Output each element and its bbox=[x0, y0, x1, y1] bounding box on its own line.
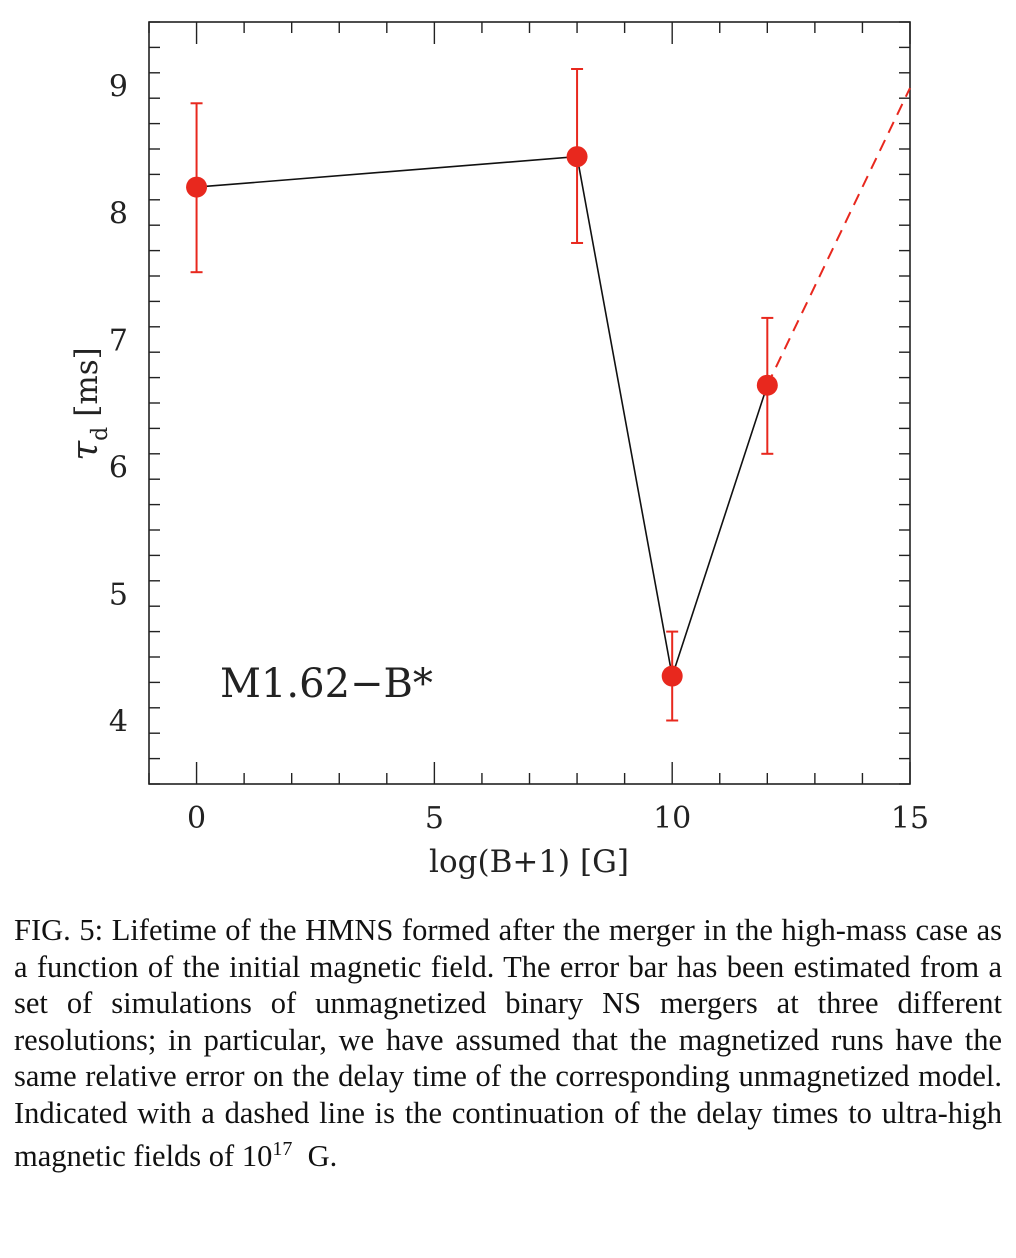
caption-power-base: 10 bbox=[241, 1139, 273, 1174]
svg-text:τd[ms]: τd [ms] bbox=[65, 347, 113, 461]
y-tick-label: 6 bbox=[109, 451, 128, 486]
series-line-solid bbox=[196, 155, 769, 677]
caption-suffix: G. bbox=[292, 1139, 338, 1174]
y-axis-label-symbol: τ bbox=[65, 440, 106, 461]
data-point bbox=[186, 176, 208, 198]
x-axis-label: log(B+1) [G] bbox=[429, 844, 629, 880]
y-tick-label: 4 bbox=[109, 705, 128, 740]
y-tick-label: 9 bbox=[109, 70, 128, 105]
x-tick-label: 0 bbox=[187, 801, 206, 836]
y-axis-label: τd [ms] bbox=[65, 347, 113, 461]
y-tick-label: 7 bbox=[109, 324, 128, 359]
data-point bbox=[566, 146, 588, 168]
x-tick-label: 5 bbox=[425, 801, 444, 836]
figure-caption: FIG. 5: Lifetime of the HMNS formed afte… bbox=[14, 912, 1002, 1175]
y-axis-label-subscript: d bbox=[88, 427, 113, 441]
caption-text: FIG. 5: Lifetime of the HMNS formed afte… bbox=[14, 913, 1002, 1174]
chart-figure: 0 5 10 15 4 5 6 7 8 9 M1.62−B* log(B+1) [G] τd [ms… bbox=[65, 21, 929, 880]
error-bars bbox=[190, 67, 774, 722]
chart-svg: 0 5 10 15 4 5 6 7 8 9 M1.62−B* log(B+1) [G] τd [ms… bbox=[65, 21, 929, 880]
caption-power-exponent: 17 bbox=[272, 1138, 293, 1160]
y-axis-label-unit: [ms] bbox=[69, 347, 105, 417]
y-tick-label: 8 bbox=[109, 197, 128, 232]
chart-annotation: M1.62−B* bbox=[220, 661, 433, 707]
y-tick-label: 5 bbox=[109, 578, 128, 613]
data-markers bbox=[186, 146, 778, 687]
series-layer bbox=[196, 87, 911, 677]
axis-ticks bbox=[148, 21, 911, 785]
data-point bbox=[756, 374, 778, 396]
series-line-dashed bbox=[766, 87, 911, 386]
x-tick-label: 10 bbox=[653, 801, 691, 836]
x-tick-label: 15 bbox=[891, 801, 929, 836]
axis-tick-labels: 0 5 10 15 4 5 6 7 8 9 bbox=[109, 70, 929, 837]
data-point bbox=[661, 665, 683, 687]
